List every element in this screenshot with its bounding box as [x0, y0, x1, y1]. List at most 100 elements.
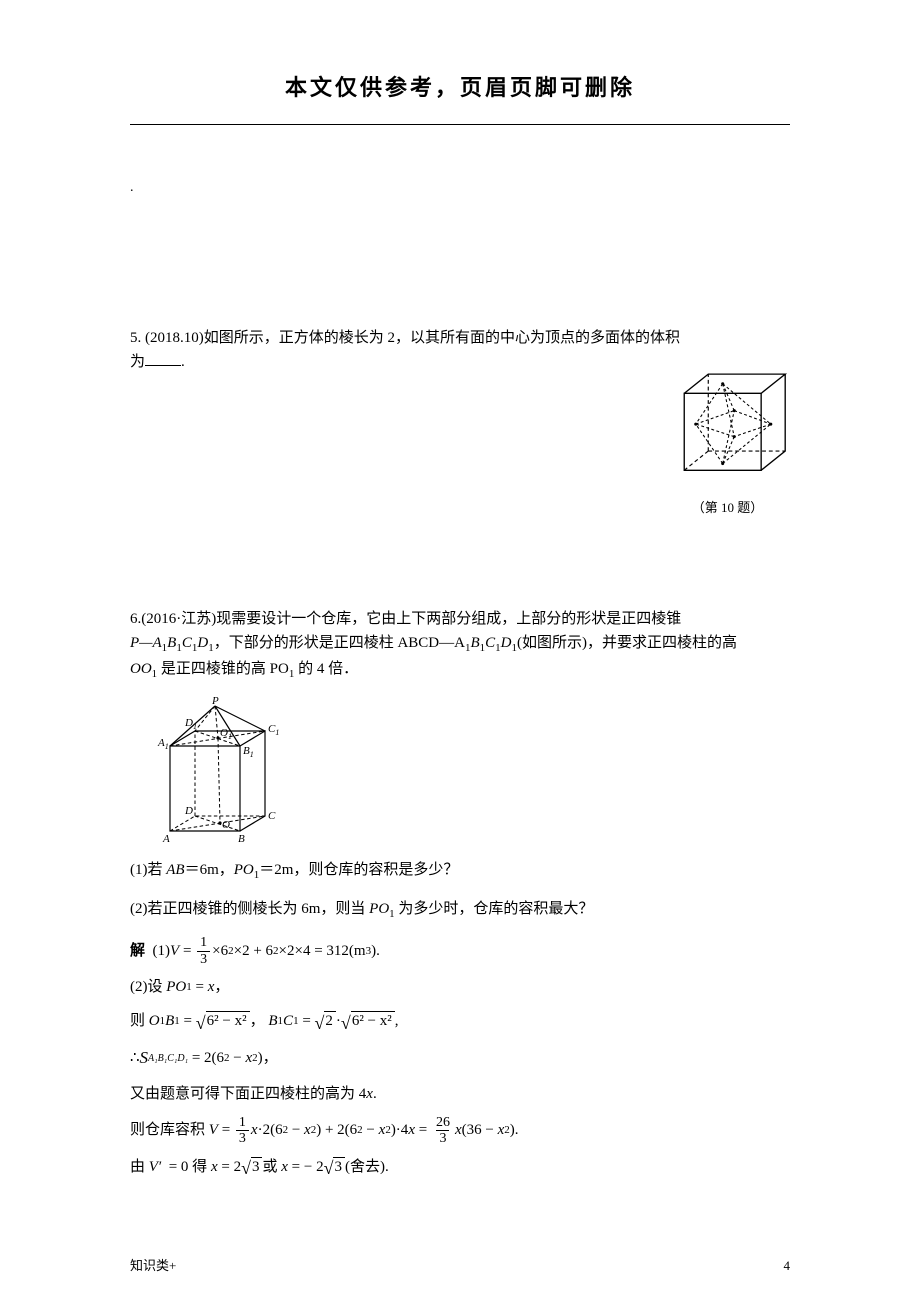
p6-seg-j: OO — [130, 661, 152, 677]
s7-b: V′ — [149, 1153, 161, 1182]
svg-text:D: D — [184, 805, 193, 817]
s5-end: . — [373, 1080, 377, 1109]
s1-d: ×6 — [212, 937, 228, 966]
s6-o: (36 − — [462, 1116, 498, 1145]
sqrt-5: √3 — [324, 1157, 345, 1178]
problem-6-figure: P A1 B1 C1 D1 O1 A B C D O — [130, 696, 790, 846]
s7-i: (舍去). — [345, 1153, 389, 1182]
warehouse-diagram: P A1 B1 C1 D1 O1 A B C D O — [130, 696, 300, 846]
s3-c: B — [165, 1007, 174, 1036]
svg-text:A1: A1 — [157, 737, 169, 751]
s6-m: = — [415, 1116, 431, 1145]
s6-h: ) + 2(6 — [316, 1116, 357, 1145]
svg-text:A: A — [162, 833, 170, 845]
s6-q: ). — [510, 1116, 519, 1145]
frac-1-3-b: 13 — [236, 1115, 249, 1147]
s4-c: = 2(6 — [188, 1044, 224, 1073]
s6-p: x — [498, 1116, 505, 1145]
s6-i: − — [363, 1116, 379, 1145]
s4-f: )， — [258, 1044, 278, 1073]
s3-d: = — [180, 1007, 196, 1036]
p6-seg-l: 的 4 倍． — [294, 661, 358, 677]
problem-6-intro: 6.(2016·江苏)现需要设计一个仓库，它由上下两部分组成，上部分的形状是正四… — [130, 607, 790, 684]
svg-text:O1: O1 — [220, 727, 232, 741]
sqrt-1: √6² − x² — [196, 1011, 250, 1032]
s6-e: ·2(6 — [258, 1116, 283, 1145]
p6-seg-b: B — [167, 635, 176, 651]
s3-h: = — [299, 1007, 315, 1036]
s1-a: (1) — [145, 937, 170, 966]
s6-j: x — [379, 1116, 386, 1145]
cube-octahedron-diagram — [665, 362, 790, 492]
s3-j: , — [395, 1007, 399, 1036]
s6-c: = — [218, 1116, 234, 1145]
p6-seg-e: ，下部分的形状是正四棱柱 ABCD—A — [214, 635, 465, 651]
problem-5-figure-caption: （第 10 题） — [665, 498, 790, 519]
page-header-banner: 本文仅供参考，页眉页脚可删除 — [130, 70, 790, 102]
p6-seg-g: C — [485, 635, 495, 651]
svg-text:B: B — [238, 833, 245, 845]
p6-seg-d: D — [197, 635, 208, 651]
s5: 又由题意可得下面正四棱柱的高为 4 — [130, 1080, 366, 1109]
s3-a: 则 — [130, 1007, 149, 1036]
s7-f: 或 — [262, 1153, 281, 1182]
s2-d: x — [208, 973, 215, 1002]
s7-c: = 0 得 — [161, 1153, 211, 1182]
footer-left: 知识类+ — [130, 1255, 176, 1274]
s6-f: − — [288, 1116, 304, 1145]
frac-1-3-a: 13 — [197, 935, 210, 967]
p6-seg-i: (如图所示)，并要求正四棱柱的高 — [517, 635, 737, 651]
q1-c: ＝6m， — [185, 862, 234, 878]
s7-g: x — [281, 1153, 288, 1182]
s7-e: = 2 — [218, 1153, 241, 1182]
p6-seg-c: C — [182, 635, 192, 651]
p6-seg-h: D — [501, 635, 512, 651]
sol-label: 解 — [130, 937, 145, 966]
solution-line-5: 又由题意可得下面正四棱柱的高为 4x. — [130, 1080, 790, 1109]
svg-text:O: O — [222, 819, 230, 831]
q1-b: AB — [166, 862, 184, 878]
p6-seg-a: P—A — [130, 635, 162, 651]
problem-5: 5. (2018.10)如图所示，正方体的棱长为 2，以其所有面的中心为顶点的多… — [130, 326, 790, 535]
svg-text:D1: D1 — [184, 717, 197, 731]
s2-c: = — [192, 973, 208, 1002]
q1-e: ＝2m，则仓库的容积是多少？ — [259, 862, 458, 878]
s6-n: x — [455, 1116, 462, 1145]
s6-k: )·4 — [391, 1116, 409, 1145]
svg-text:P: P — [211, 696, 219, 707]
s3-e: ， — [250, 1007, 269, 1036]
header-divider — [130, 124, 790, 125]
footer-page-number: 4 — [784, 1258, 791, 1274]
sqrt-3: √6² − x² — [341, 1011, 395, 1032]
q2-a: (2)若正四棱锥的侧棱长为 6m，则当 — [130, 901, 369, 917]
problem-5-text-line1: 5. (2018.10)如图所示，正方体的棱长为 2，以其所有面的中心为顶点的多… — [130, 330, 680, 346]
s4-b: S — [140, 1042, 149, 1074]
q2-c: 为多少时，仓库的容积最大？ — [395, 901, 594, 917]
s1-b: V — [170, 937, 179, 966]
s6-l: x — [408, 1116, 415, 1145]
problem-5-text-line2b: . — [181, 354, 185, 370]
problem-6-q1: (1)若 AB＝6m，PO1＝2m，则仓库的容积是多少？ — [130, 858, 790, 885]
svg-text:C: C — [268, 810, 276, 822]
solution-line-1: 解 (1) V = 13 ×62 ×2 + 62 ×2×4 = 312(m3 )… — [130, 935, 790, 967]
s6-d: x — [251, 1116, 258, 1145]
svg-text:B1: B1 — [243, 745, 254, 759]
q2-b: PO — [369, 901, 389, 917]
s4-a: ∴ — [130, 1044, 140, 1073]
answer-blank — [145, 351, 181, 366]
s6-g: x — [304, 1116, 311, 1145]
s7-a: 由 — [130, 1153, 149, 1182]
sqrt-2: √2 — [315, 1011, 336, 1032]
problem-5-text-line2a: 为 — [130, 354, 145, 370]
solution-line-2: (2)设 PO1 = x， — [130, 973, 790, 1002]
s6-a: 则仓库容积 — [130, 1116, 209, 1145]
s2-b: PO — [166, 973, 186, 1002]
problem-6-q2: (2)若正四棱锥的侧棱长为 6m，则当 PO1 为多少时，仓库的容积最大？ — [130, 897, 790, 924]
p6-seg-f: B — [470, 635, 479, 651]
s1-g: ). — [371, 937, 380, 966]
s7-d: x — [211, 1153, 218, 1182]
s5-x: x — [366, 1080, 373, 1109]
s3-f: B — [268, 1007, 277, 1036]
s1-c: = — [179, 937, 195, 966]
s4-d: − — [230, 1044, 246, 1073]
